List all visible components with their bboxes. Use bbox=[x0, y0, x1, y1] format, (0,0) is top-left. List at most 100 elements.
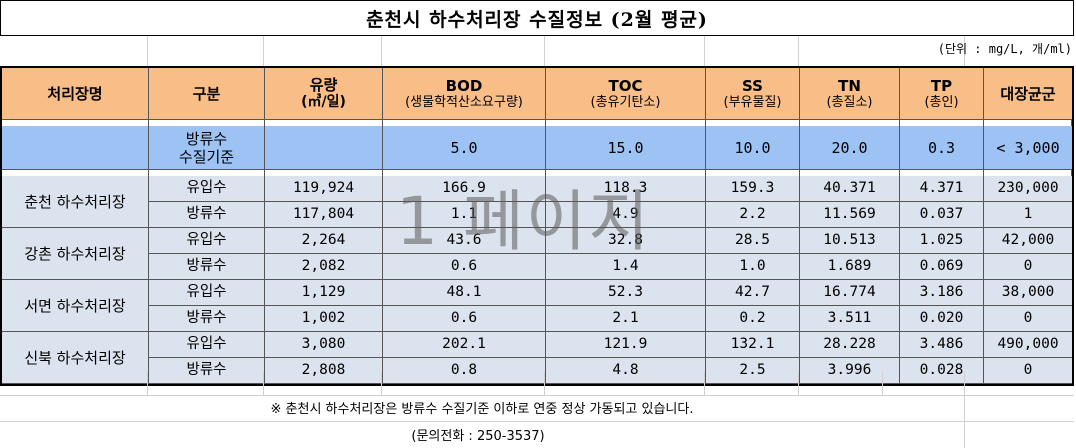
footnote: ※ 춘천시 하수처리장은 방류수 수질기준 이하로 연중 정상 가동되고 있습니… bbox=[270, 402, 694, 417]
standard-bod: 5.0 bbox=[383, 126, 546, 170]
cell-coliform: 490,000 bbox=[984, 332, 1072, 358]
cell-tn: 10.513 bbox=[800, 228, 900, 254]
cell-coliform: 0 bbox=[984, 254, 1072, 280]
gridline bbox=[0, 395, 1074, 396]
cell-flow: 119,924 bbox=[265, 176, 383, 202]
cell-tn: 16.774 bbox=[800, 280, 900, 306]
cell-bod: 43.6 bbox=[383, 228, 546, 254]
cell-toc: 4.9 bbox=[546, 202, 706, 228]
cell-toc: 1.4 bbox=[546, 254, 706, 280]
cell-toc: 118.3 bbox=[546, 176, 706, 202]
cell-bod: 166.9 bbox=[383, 176, 546, 202]
cell-tn: 3.996 bbox=[800, 358, 900, 384]
gridline bbox=[798, 372, 799, 396]
plant-name: 서면 하수처리장 bbox=[2, 280, 149, 332]
cell-ss: 132.1 bbox=[706, 332, 800, 358]
cell-tn: 28.228 bbox=[800, 332, 900, 358]
standard-coliform: < 3,000 bbox=[984, 126, 1072, 170]
standard-toc: 15.0 bbox=[546, 126, 706, 170]
cell-tp: 3.186 bbox=[900, 280, 984, 306]
table-row: 유입수 119,924 166.9 118.3 159.3 40.371 4.3… bbox=[149, 176, 1072, 202]
table-row: 방류수 2,808 0.8 4.8 2.5 3.996 0.028 0 bbox=[149, 358, 1072, 384]
cell-tp: 3.486 bbox=[900, 332, 984, 358]
page-title: 춘천시 하수처리장 수질정보 (2월 평균) bbox=[0, 0, 1074, 36]
cell-tp: 0.037 bbox=[900, 202, 984, 228]
cell-flow: 3,080 bbox=[265, 332, 383, 358]
cell-flow: 117,804 bbox=[265, 202, 383, 228]
cell-coliform: 0 bbox=[984, 358, 1072, 384]
gridline bbox=[798, 36, 799, 66]
gridline bbox=[704, 372, 705, 396]
cell-coliform: 42,000 bbox=[984, 228, 1072, 254]
cell-bod: 1.1 bbox=[383, 202, 546, 228]
discharge-standard-row: 방류수 수질기준 5.0 15.0 10.0 20.0 0.3 < 3,000 bbox=[2, 126, 1072, 170]
row-type: 유입수 bbox=[149, 176, 265, 202]
cell-bod: 0.6 bbox=[383, 306, 546, 332]
cell-toc: 121.9 bbox=[546, 332, 706, 358]
gridline bbox=[147, 372, 148, 396]
table-row: 방류수 2,082 0.6 1.4 1.0 1.689 0.069 0 bbox=[149, 254, 1072, 280]
cell-tn: 3.511 bbox=[800, 306, 900, 332]
row-type: 유입수 bbox=[149, 280, 265, 306]
gridline bbox=[964, 372, 965, 448]
cell-coliform: 1 bbox=[984, 202, 1072, 228]
table-header-row: 처리장명 구분 유량 (㎥/일) BOD (생물학적산소요구량) TOC (총유기탄소… bbox=[2, 68, 1072, 120]
cell-tp: 1.025 bbox=[900, 228, 984, 254]
cell-flow: 2,264 bbox=[265, 228, 383, 254]
gridline bbox=[544, 372, 545, 396]
contact-phone: (문의전화 : 250-3537) bbox=[411, 429, 545, 444]
plant-name: 신북 하수처리장 bbox=[2, 332, 149, 384]
gridline bbox=[381, 372, 382, 396]
cell-ss: 2.2 bbox=[706, 202, 800, 228]
cell-toc: 32.8 bbox=[546, 228, 706, 254]
cell-toc: 4.8 bbox=[546, 358, 706, 384]
spacer-row bbox=[2, 170, 1072, 176]
cell-ss: 159.3 bbox=[706, 176, 800, 202]
cell-bod: 0.6 bbox=[383, 254, 546, 280]
table-row: 유입수 2,264 43.6 32.8 28.5 10.513 1.025 42… bbox=[149, 228, 1072, 254]
standard-ss: 10.0 bbox=[706, 126, 800, 170]
row-type: 유입수 bbox=[149, 332, 265, 358]
cell-bod: 202.1 bbox=[383, 332, 546, 358]
header-toc: TOC (총유기탄소) bbox=[546, 68, 706, 120]
header-bod: BOD (생물학적산소요구량) bbox=[383, 68, 546, 120]
cell-coliform: 0 bbox=[984, 306, 1072, 332]
plant-block-seomyeon: 서면 하수처리장 유입수 1,129 48.1 52.3 42.7 16.774… bbox=[2, 280, 1072, 332]
unit-note: (단위 : mg/L, 개/ml) bbox=[937, 42, 1072, 56]
cell-coliform: 38,000 bbox=[984, 280, 1072, 306]
cell-flow: 1,002 bbox=[265, 306, 383, 332]
gridline bbox=[381, 36, 382, 66]
row-type: 방류수 bbox=[149, 358, 265, 384]
cell-tp: 0.069 bbox=[900, 254, 984, 280]
gridline bbox=[147, 36, 148, 66]
row-type: 방류수 bbox=[149, 202, 265, 228]
gridline bbox=[964, 36, 965, 66]
header-ss: SS (부유물질) bbox=[706, 68, 800, 120]
gridline bbox=[263, 372, 264, 396]
cell-tn: 11.569 bbox=[800, 202, 900, 228]
header-tn: TN (총질소) bbox=[800, 68, 900, 120]
table-row: 방류수 117,804 1.1 4.9 2.2 11.569 0.037 1 bbox=[149, 202, 1072, 228]
table-row: 방류수 1,002 0.6 2.1 0.2 3.511 0.020 0 bbox=[149, 306, 1072, 332]
table-row: 유입수 3,080 202.1 121.9 132.1 28.228 3.486… bbox=[149, 332, 1072, 358]
cell-ss: 28.5 bbox=[706, 228, 800, 254]
cell-tn: 40.371 bbox=[800, 176, 900, 202]
header-flow: 유량 (㎥/일) bbox=[265, 68, 383, 120]
plant-block-sinbuk: 신북 하수처리장 유입수 3,080 202.1 121.9 132.1 28.… bbox=[2, 332, 1072, 384]
cell-ss: 0.2 bbox=[706, 306, 800, 332]
cell-ss: 2.5 bbox=[706, 358, 800, 384]
cell-ss: 42.7 bbox=[706, 280, 800, 306]
cell-bod: 0.8 bbox=[383, 358, 546, 384]
header-tp: TP (총인) bbox=[900, 68, 984, 120]
cell-toc: 52.3 bbox=[546, 280, 706, 306]
gridline bbox=[263, 36, 264, 66]
spacer-row bbox=[2, 120, 1072, 126]
cell-coliform: 230,000 bbox=[984, 176, 1072, 202]
cell-tp: 0.020 bbox=[900, 306, 984, 332]
table-row: 유입수 1,129 48.1 52.3 42.7 16.774 3.186 38… bbox=[149, 280, 1072, 306]
standard-tp: 0.3 bbox=[900, 126, 984, 170]
standard-label: 방류수 수질기준 bbox=[149, 126, 265, 170]
cell-tp: 0.028 bbox=[900, 358, 984, 384]
cell-toc: 2.1 bbox=[546, 306, 706, 332]
